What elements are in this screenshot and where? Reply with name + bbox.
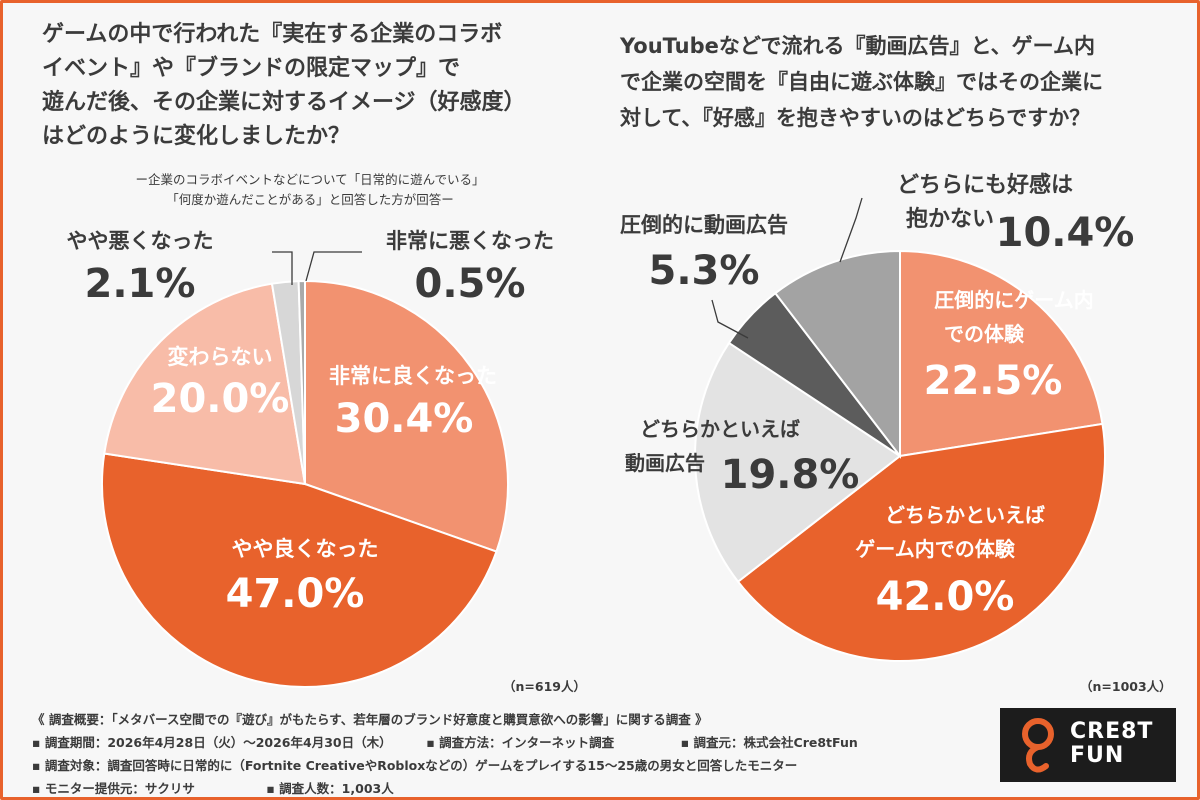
right-question-line: YouTubeなどで流れる『動画広告』と、ゲーム内: [620, 34, 1096, 58]
pie-slice: [736, 422, 1106, 663]
slice-value-label: 10.4%: [996, 210, 1135, 256]
pie-slice: [899, 249, 1104, 458]
slice-label: 圧倒的にゲーム内: [934, 288, 1093, 312]
survey-row: ▪ モニター提供元：サクリサ ▪ 調査人数：1,003人: [32, 777, 992, 800]
survey-target: ▪ 調査対象：調査回答時に日常的に（Fortnite CreativeやRobl…: [32, 758, 798, 773]
slice-value-label: 19.8%: [721, 452, 860, 498]
left-n-label: （n=619人）: [503, 679, 586, 694]
slice-label: 抱かない: [906, 206, 994, 232]
slice-value-label: 2.1%: [85, 261, 196, 307]
slice-label: どちらかといえば: [640, 417, 800, 441]
slice-value-label: 30.4%: [335, 396, 474, 442]
survey-source: ▪ 調査元：株式会社Cre8tFun: [680, 735, 858, 750]
survey-period: ▪ 調査期間：2026年4月28日（火）〜2026年4月30日（木）: [32, 735, 392, 750]
left-subtitle-line: ー企業のコラボイベントなどについて「日常的に遊んでいる」: [135, 172, 485, 187]
pie-slice: [304, 279, 509, 553]
slice-label: やや悪くなった: [67, 229, 214, 253]
survey-overview: 《 調査概要：「メタバース空間での『遊び』がもたらす、若年層のブランド好意度と購…: [32, 712, 708, 727]
survey-provider: ▪ モニター提供元：サクリサ: [32, 781, 195, 796]
company-logo: CRE8T FUN: [1000, 708, 1176, 782]
slice-value-label: 47.0%: [226, 571, 365, 617]
pie-slice: [694, 341, 902, 584]
slice-label: どちらかといえば: [885, 503, 1045, 527]
slice-label: 圧倒的に動画広告: [620, 213, 788, 237]
slice-value-label: 20.0%: [151, 376, 290, 422]
right-n-label: （n=1003人）: [1080, 679, 1172, 694]
pie-slice: [297, 279, 306, 485]
slice-value-label: 22.5%: [924, 358, 1063, 404]
leader-line: [305, 251, 362, 282]
slice-value-label: 0.5%: [415, 261, 526, 307]
right-question: YouTubeなどで流れる『動画広告』と、ゲーム内 で企業の空間を『自由に遊ぶ体…: [620, 28, 1180, 136]
left-question: ゲームの中で行われた『実在する企業のコラボ イベント』や『ブランドの限定マップ』…: [42, 18, 582, 154]
slice-value-label: 42.0%: [876, 574, 1015, 620]
pie-slice: [773, 249, 901, 459]
left-subtitle-line: 「何度か遊んだことがある」と回答した方が回答ー: [166, 192, 454, 207]
logo-text-line: FUN: [1070, 743, 1125, 768]
slice-value-label: 5.3%: [649, 248, 760, 294]
slice-label: やや良くなった: [232, 537, 379, 561]
slice-label: どちらにも好感は: [897, 172, 1073, 198]
left-question-line: 遊んだ後、その企業に対するイメージ（好感度）: [42, 90, 526, 115]
logo-text: CRE8T FUN: [1070, 720, 1153, 768]
left-question-line: ゲームの中で行われた『実在する企業のコラボ: [42, 22, 503, 47]
leader-line: [272, 251, 293, 285]
survey-count: ▪ 調査人数：1,003人: [266, 781, 394, 796]
left-question-line: イベント』や『ブランドの限定マップ』で: [42, 56, 461, 81]
right-question-line: で企業の空間を『自由に遊ぶ体験』ではその企業に: [620, 70, 1103, 94]
leader-line: [839, 197, 863, 263]
slice-label: 動画広告: [625, 451, 705, 475]
slice-label: 非常に悪くなった: [386, 229, 554, 253]
pie-slice: [103, 282, 307, 486]
left-question-line: はどのように変化しましたか？: [42, 124, 351, 149]
survey-row: ▪ 調査期間：2026年4月28日（火）〜2026年4月30日（木） ▪ 調査方…: [32, 731, 992, 754]
cre8tfun-logo-icon: [1022, 718, 1054, 773]
survey-method: ▪ 調査方法：インターネット調査: [426, 735, 615, 750]
slice-label: ゲーム内での体験: [855, 537, 1015, 561]
slice-label: 非常に良くなった: [329, 364, 497, 388]
logo-text-line: CRE8T: [1070, 719, 1154, 744]
slice-label: での体験: [944, 322, 1025, 346]
right-question-line: 対して、『好感』を抱きやすいのはどちらですか？: [620, 106, 1091, 130]
slice-label: 変わらない: [168, 345, 273, 369]
left-subtitle: ー企業のコラボイベントなどについて「日常的に遊んでいる」 「何度か遊んだことがあ…: [60, 170, 560, 210]
survey-footer: 《 調査概要：「メタバース空間での『遊び』がもたらす、若年層のブランド好意度と購…: [32, 708, 992, 800]
leader-line: [711, 299, 749, 339]
pie-slice: [101, 452, 498, 689]
